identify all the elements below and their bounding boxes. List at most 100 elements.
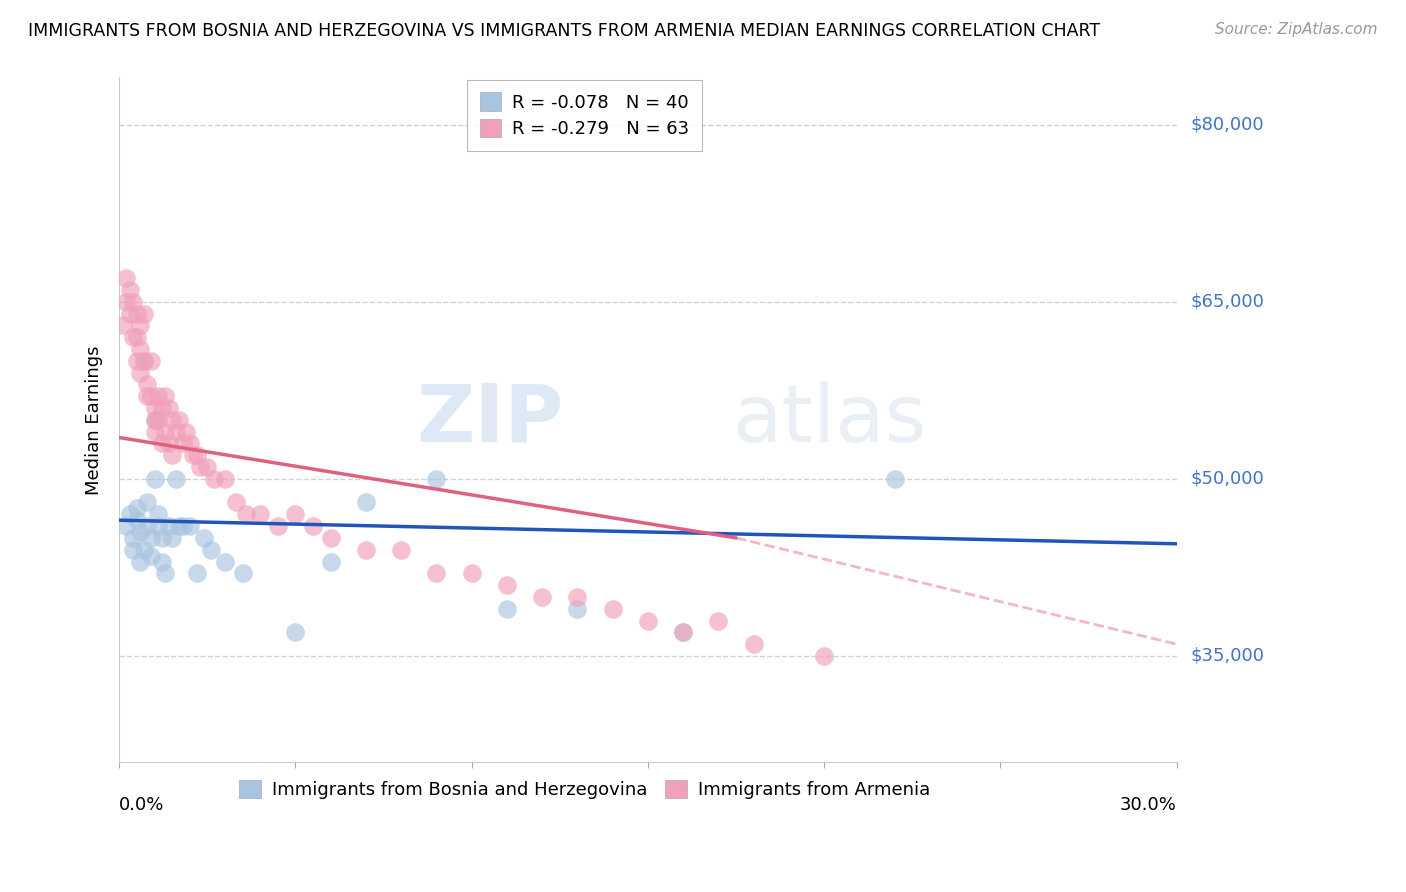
Point bbox=[132, 353, 155, 368]
Point bbox=[122, 294, 145, 309]
Point bbox=[115, 271, 138, 285]
Point bbox=[122, 330, 145, 344]
Point bbox=[284, 625, 307, 640]
Point bbox=[354, 542, 377, 557]
Point bbox=[143, 401, 166, 415]
Point bbox=[139, 549, 162, 563]
Point bbox=[115, 294, 138, 309]
Point bbox=[129, 524, 152, 539]
Point bbox=[146, 389, 169, 403]
Point bbox=[195, 460, 218, 475]
Point bbox=[132, 307, 155, 321]
Point bbox=[813, 648, 835, 663]
Point bbox=[214, 554, 236, 568]
Point bbox=[193, 531, 215, 545]
Point bbox=[160, 531, 183, 545]
Point bbox=[150, 436, 173, 450]
Point bbox=[143, 413, 166, 427]
Point bbox=[157, 436, 180, 450]
Point bbox=[460, 566, 482, 581]
Text: 0.0%: 0.0% bbox=[120, 797, 165, 814]
Point bbox=[319, 531, 342, 545]
Point bbox=[153, 389, 176, 403]
Point bbox=[157, 519, 180, 533]
Y-axis label: Median Earnings: Median Earnings bbox=[86, 345, 103, 494]
Point bbox=[200, 542, 222, 557]
Text: IMMIGRANTS FROM BOSNIA AND HERZEGOVINA VS IMMIGRANTS FROM ARMENIA MEDIAN EARNING: IMMIGRANTS FROM BOSNIA AND HERZEGOVINA V… bbox=[28, 22, 1101, 40]
Point bbox=[118, 508, 141, 522]
Text: ZIP: ZIP bbox=[416, 381, 564, 458]
Point bbox=[172, 436, 194, 450]
Point bbox=[232, 566, 254, 581]
Point bbox=[153, 566, 176, 581]
Text: 30.0%: 30.0% bbox=[1119, 797, 1177, 814]
Point bbox=[174, 425, 197, 439]
Point bbox=[132, 353, 155, 368]
Point bbox=[707, 614, 730, 628]
Point bbox=[883, 472, 905, 486]
Point bbox=[139, 353, 162, 368]
Point bbox=[425, 472, 447, 486]
Point bbox=[531, 590, 554, 604]
Text: $65,000: $65,000 bbox=[1191, 293, 1264, 310]
Point bbox=[136, 389, 159, 403]
Point bbox=[302, 519, 325, 533]
Point bbox=[425, 566, 447, 581]
Point bbox=[115, 519, 138, 533]
Point bbox=[389, 542, 412, 557]
Point bbox=[496, 578, 519, 592]
Point bbox=[136, 377, 159, 392]
Text: atlas: atlas bbox=[733, 381, 927, 458]
Point bbox=[129, 342, 152, 356]
Point bbox=[146, 413, 169, 427]
Point bbox=[153, 425, 176, 439]
Point bbox=[249, 508, 271, 522]
Point bbox=[157, 401, 180, 415]
Point bbox=[118, 307, 141, 321]
Point bbox=[122, 531, 145, 545]
Point bbox=[186, 448, 208, 462]
Point bbox=[165, 425, 187, 439]
Point bbox=[125, 307, 148, 321]
Point bbox=[602, 601, 624, 615]
Point bbox=[567, 601, 589, 615]
Point bbox=[235, 508, 257, 522]
Point bbox=[150, 554, 173, 568]
Point bbox=[167, 413, 190, 427]
Point bbox=[567, 590, 589, 604]
Point bbox=[125, 501, 148, 516]
Point bbox=[125, 513, 148, 527]
Text: $50,000: $50,000 bbox=[1191, 470, 1264, 488]
Point bbox=[672, 625, 695, 640]
Point bbox=[136, 495, 159, 509]
Point bbox=[118, 283, 141, 297]
Point bbox=[143, 472, 166, 486]
Point bbox=[129, 554, 152, 568]
Point bbox=[132, 542, 155, 557]
Point bbox=[225, 495, 247, 509]
Point bbox=[122, 542, 145, 557]
Point bbox=[139, 531, 162, 545]
Point bbox=[160, 448, 183, 462]
Legend: Immigrants from Bosnia and Herzegovina, Immigrants from Armenia: Immigrants from Bosnia and Herzegovina, … bbox=[231, 771, 939, 808]
Point bbox=[167, 519, 190, 533]
Point bbox=[146, 519, 169, 533]
Point bbox=[284, 508, 307, 522]
Point bbox=[354, 495, 377, 509]
Point bbox=[319, 554, 342, 568]
Point bbox=[160, 413, 183, 427]
Point bbox=[186, 566, 208, 581]
Point bbox=[129, 366, 152, 380]
Point bbox=[204, 472, 226, 486]
Point bbox=[143, 413, 166, 427]
Point bbox=[172, 519, 194, 533]
Point bbox=[129, 318, 152, 333]
Point bbox=[125, 353, 148, 368]
Point bbox=[179, 519, 201, 533]
Point bbox=[150, 531, 173, 545]
Text: $80,000: $80,000 bbox=[1191, 116, 1264, 134]
Point bbox=[125, 330, 148, 344]
Point bbox=[146, 508, 169, 522]
Point bbox=[150, 401, 173, 415]
Point bbox=[188, 460, 211, 475]
